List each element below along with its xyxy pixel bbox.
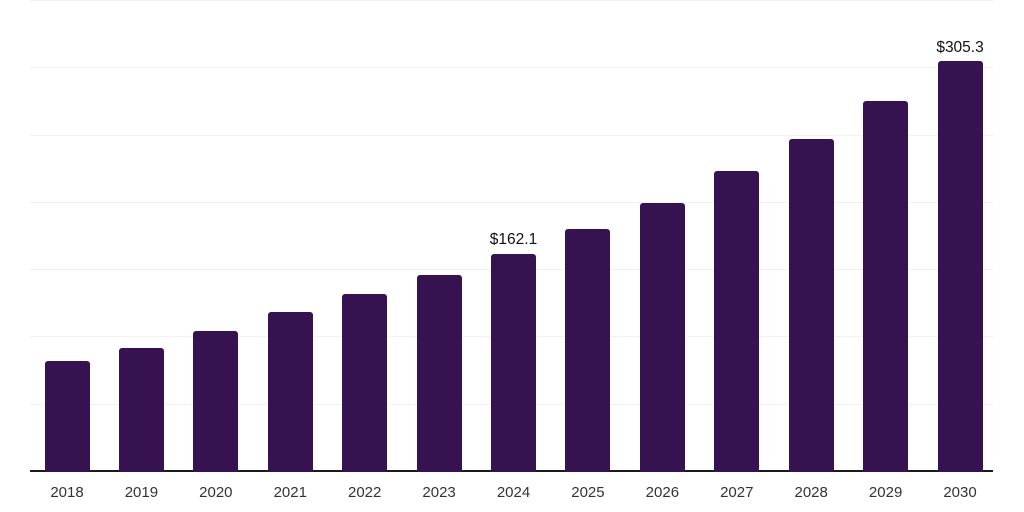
gridline-200	[30, 201, 993, 203]
x-tick-2027: 2027	[720, 484, 754, 501]
x-tick-2025: 2025	[571, 484, 605, 501]
bar-2021	[267, 312, 313, 472]
bar-2018	[44, 361, 90, 472]
x-tick-2029: 2029	[868, 484, 903, 501]
x-tick-2022: 2022	[347, 484, 382, 501]
bar-2029	[863, 101, 909, 472]
bar-2019	[118, 348, 164, 472]
bar-2020	[193, 330, 239, 472]
bar-2025	[565, 229, 611, 472]
x-tick-2018: 2018	[50, 484, 84, 501]
bar-2028	[788, 138, 834, 472]
x-axis: 2018 2019 2020 2021 2022 2023 2024 2025 2026 2027…	[30, 484, 993, 504]
bar-2026	[639, 202, 685, 472]
gridline-250	[30, 134, 993, 136]
x-tick-2026: 2026	[645, 484, 680, 501]
gridline-300	[30, 67, 993, 69]
bar-2022	[342, 294, 388, 472]
bar-2024	[491, 253, 537, 472]
gridline-350	[30, 0, 993, 1]
x-tick-2019: 2019	[124, 484, 159, 501]
x-tick-2023: 2023	[422, 484, 456, 501]
x-tick-2028: 2028	[794, 484, 828, 501]
bar-2030	[937, 61, 983, 472]
x-tick-2020: 2020	[199, 484, 233, 501]
bar-value-label-2030: $305.3	[936, 38, 984, 56]
x-tick-2024: 2024	[496, 484, 531, 501]
plot-area: $162.1 $305.3	[30, 0, 993, 472]
bar-2023	[416, 275, 462, 472]
bar-value-label-2024: $162.1	[489, 231, 538, 249]
x-tick-2021: 2021	[273, 484, 307, 501]
bar-2027	[714, 171, 760, 472]
x-tick-2030: 2030	[943, 484, 977, 501]
